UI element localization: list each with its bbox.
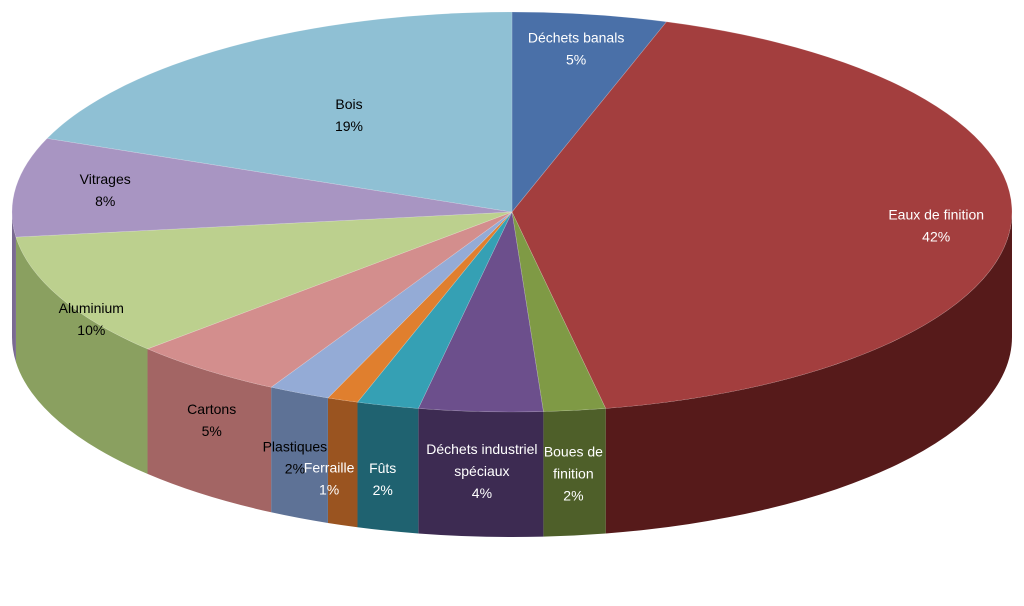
data-label-value-aluminium: 10% (77, 322, 105, 338)
data-label-value-plastiques: 2% (285, 461, 305, 477)
pie-slice-ferraille (327, 211, 513, 403)
pie-side-vitrages (12, 212, 16, 363)
data-label-value-boues-de-finition: 2% (563, 487, 583, 503)
pie-slice-dechets-industriel-speciaux (417, 210, 544, 413)
data-label-boues-de-finition-line2: finition (553, 465, 593, 481)
pie-side-walls (12, 212, 1012, 537)
pie-slice-futs (356, 211, 513, 409)
pie-slice-eaux-de-finition (511, 21, 1013, 409)
data-label-value-vitrages: 8% (95, 193, 115, 209)
pie-side-futs (357, 402, 419, 534)
pie-slice-aluminium (15, 211, 513, 350)
data-label-cartons: Cartons (187, 401, 236, 417)
pie-slice-boues-de-finition (511, 211, 607, 412)
data-label-value-dechets-industriel-speciaux: 4% (472, 485, 492, 501)
data-label-value-dechets-banals: 5% (566, 52, 586, 68)
pie-side-cartons (147, 348, 272, 513)
data-label-value-futs: 2% (373, 482, 393, 498)
pie-slice-cartons (146, 211, 513, 388)
data-label-value-bois: 19% (335, 118, 363, 134)
data-label-dechets-banals: Déchets banals (528, 30, 625, 46)
data-label-value-ferraille: 1% (319, 482, 339, 498)
data-label-dechets-industriel-speciaux-line2: spéciaux (454, 463, 509, 479)
data-label-boues-de-finition-line1: Boues de (544, 443, 603, 459)
pie-slice-vitrages (11, 138, 513, 238)
pie-side-boues-de-finition (543, 408, 606, 537)
pie-slice-dechets-banals (511, 11, 668, 213)
data-label-futs: Fûts (369, 460, 396, 476)
pie-slice-plastiques (270, 211, 513, 399)
pie-side-dechets-industriel-speciaux (418, 408, 544, 537)
data-label-ferraille: Ferraille (304, 460, 355, 476)
pie-side-eaux-de-finition (605, 212, 1012, 534)
data-label-plastiques: Plastiques (263, 439, 328, 455)
data-label-bois: Bois (335, 96, 362, 112)
pie-slice-bois (46, 11, 513, 213)
pie-side-aluminium (15, 237, 148, 474)
data-label-vitrages: Vitrages (80, 171, 131, 187)
data-label-value-cartons: 5% (202, 423, 222, 439)
data-label-aluminium: Aluminium (59, 300, 124, 316)
data-label-value-eaux-de-finition: 42% (922, 229, 950, 245)
data-label-dechets-industriel-speciaux-line1: Déchets industriel (426, 441, 537, 457)
pie-side-plastiques (271, 387, 328, 523)
pie-top-faces (11, 11, 1013, 413)
pie-side-ferraille (327, 397, 358, 528)
pie-labels: Déchets banals 5% Eaux de finition 42% Boues… (59, 30, 984, 504)
data-label-eaux-de-finition: Eaux de finition (888, 207, 984, 223)
